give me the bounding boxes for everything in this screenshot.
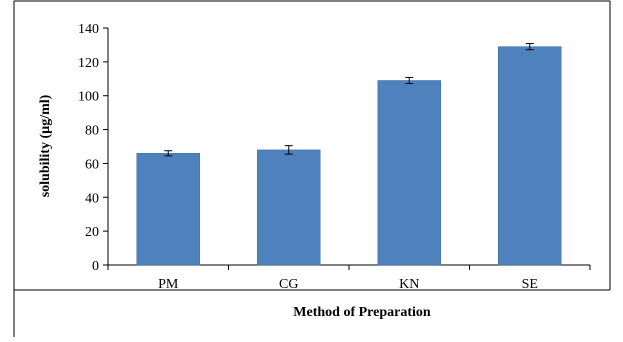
bar-cg [257, 149, 321, 266]
y-axis-title: solubility (µg/ml) [38, 94, 53, 197]
y-tick-label: 40 [85, 191, 99, 206]
x-tick-label-kn: KN [399, 277, 419, 292]
y-tick-label: 100 [78, 90, 99, 105]
x-tick-label-pm: PM [158, 277, 179, 292]
y-tick-label: 140 [78, 22, 99, 37]
y-tick-label: 60 [85, 157, 99, 172]
y-tick-label: 80 [85, 124, 99, 139]
y-tick-label: 120 [78, 56, 99, 71]
plot-area: 0 20 40 60 80 100 120 140 PM CG KN SE [78, 22, 591, 292]
bar-pm [136, 153, 200, 266]
x-tick-label-se: SE [522, 277, 538, 292]
bar-se [498, 46, 562, 266]
y-tick-label: 20 [85, 225, 99, 240]
x-tick-label-cg: CG [279, 277, 298, 292]
bar-kn [377, 80, 441, 266]
x-axis-title: Method of Preparation [293, 305, 431, 320]
y-tick-label: 0 [92, 259, 99, 274]
